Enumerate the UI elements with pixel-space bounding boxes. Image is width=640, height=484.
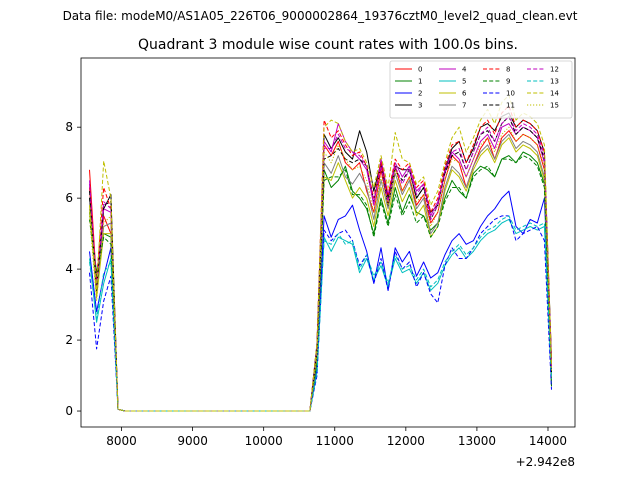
series-line-13 — [89, 215, 552, 412]
y-tick-label: 6 — [65, 191, 73, 205]
legend-label-9: 9 — [506, 78, 510, 86]
legend-label-3: 3 — [418, 102, 422, 110]
x-tick-label: 11000 — [316, 434, 354, 448]
plot-area — [80, 57, 576, 428]
legend-label-2: 2 — [418, 90, 422, 98]
y-tick-label: 4 — [65, 262, 73, 276]
legend-label-12: 12 — [550, 66, 559, 74]
chart-title: Quadrant 3 module wise count rates with … — [138, 37, 518, 53]
series-line-9 — [89, 155, 552, 412]
legend-frame — [389, 60, 573, 119]
x-tick-label: 12000 — [387, 434, 425, 448]
series-line-15 — [89, 126, 552, 412]
figure-suptitle: Data file: modeM0/AS1A05_226T06_90000028… — [63, 9, 578, 23]
x-tick-label: 13000 — [458, 434, 496, 448]
legend-label-5: 5 — [462, 78, 466, 86]
legend-label-8: 8 — [506, 66, 510, 74]
y-tick-label: 0 — [65, 404, 73, 418]
x-tick-label: 9000 — [177, 434, 208, 448]
legend-label-15: 15 — [550, 102, 559, 110]
legend-label-13: 13 — [550, 78, 559, 86]
x-axis: 8000 9000 10000 11000 12000 13000 14000 — [106, 427, 567, 448]
x-tick-label: 10000 — [245, 434, 283, 448]
legend-label-10: 10 — [506, 90, 515, 98]
y-tick-label: 2 — [65, 333, 73, 347]
legend-label-14: 14 — [550, 90, 559, 98]
legend-label-1: 1 — [418, 78, 422, 86]
x-tick-label: 14000 — [529, 434, 567, 448]
legend-label-4: 4 — [462, 66, 467, 74]
legend-label-7: 7 — [462, 102, 466, 110]
series-line-14 — [89, 94, 552, 412]
x-offset-label: +2.942e8 — [516, 455, 575, 469]
y-tick-label: 8 — [65, 120, 73, 134]
series-lines — [89, 94, 552, 412]
legend-label-11: 11 — [506, 102, 515, 110]
y-axis: 0 2 4 6 8 — [65, 120, 81, 418]
plot-frame — [80, 57, 576, 428]
legend-label-6: 6 — [462, 90, 467, 98]
legend-label-0: 0 — [418, 66, 422, 74]
x-tick-label: 8000 — [106, 434, 137, 448]
